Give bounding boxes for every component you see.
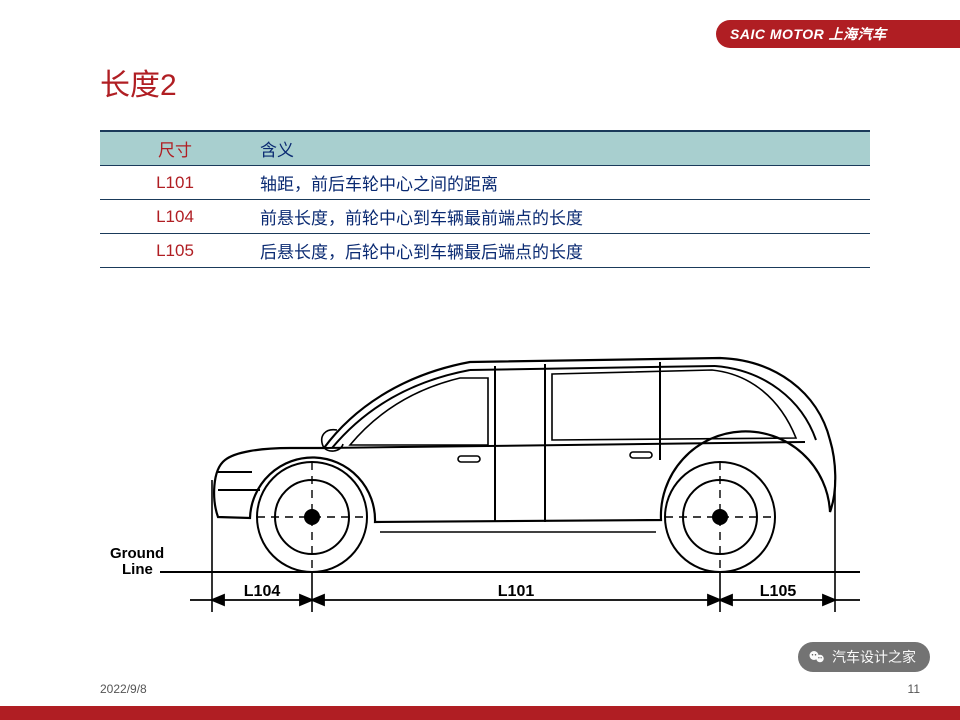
page-title: 长度2 (100, 60, 177, 104)
source-label: 汽车设计之家 (832, 647, 916, 667)
cell-description: 前悬长度，前轮中心到车辆最前端点的长度 (250, 200, 870, 234)
table-row: L105后悬长度，后轮中心到车辆最后端点的长度 (100, 234, 870, 268)
label-l101: L101 (498, 583, 535, 600)
car-dimension-diagram: Ground Line L104 L101 L105 (100, 300, 870, 620)
dimension-table: 尺寸 含义 L101轴距，前后车轮中心之间的距离L104前悬长度，前轮中心到车辆… (100, 130, 870, 268)
brand-badge: SAIC MOTOR 上海汽车 (716, 20, 960, 48)
cell-dimension: L101 (100, 166, 250, 200)
table-row: L104前悬长度，前轮中心到车辆最前端点的长度 (100, 200, 870, 234)
cell-description: 后悬长度，后轮中心到车辆最后端点的长度 (250, 234, 870, 268)
footer-page-number: 11 (908, 682, 920, 696)
col-description: 含义 (250, 131, 870, 166)
cell-description: 轴距，前后车轮中心之间的距离 (250, 166, 870, 200)
footer-date: 2022/9/8 (100, 682, 147, 696)
label-l104: L104 (244, 583, 281, 600)
footer-bar (0, 706, 960, 720)
table-row: L101轴距，前后车轮中心之间的距离 (100, 166, 870, 200)
label-l105: L105 (760, 583, 797, 600)
cell-dimension: L105 (100, 234, 250, 268)
col-dimension: 尺寸 (100, 131, 250, 166)
wechat-icon (808, 648, 826, 666)
source-chip: 汽车设计之家 (798, 642, 930, 672)
cell-dimension: L104 (100, 200, 250, 234)
ground-line-label: Ground Line (110, 545, 168, 578)
